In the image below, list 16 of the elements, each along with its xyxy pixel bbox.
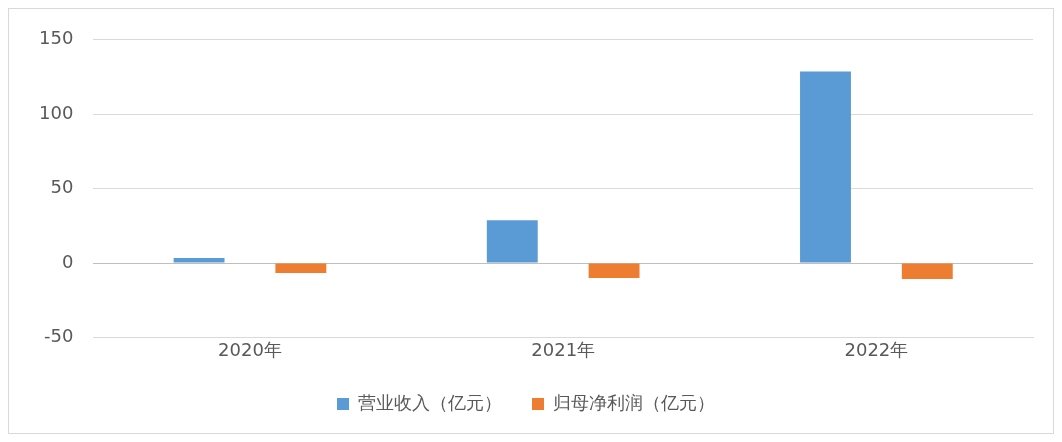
x-tick-label: 2022年	[844, 338, 909, 360]
y-tick-label: 150	[39, 27, 74, 49]
bar	[173, 258, 225, 263]
y-tick-label: 0	[61, 250, 74, 272]
legend-label: 归母净利润（亿元）	[553, 391, 715, 413]
x-tick-label: 2020年	[218, 338, 282, 360]
y-tick-label: 50	[50, 176, 74, 198]
bar	[588, 263, 640, 278]
bar	[800, 71, 851, 263]
legend-label: 营业收入（亿元）	[358, 391, 502, 413]
bar	[486, 220, 538, 263]
x-tick-label: 2021年	[531, 338, 596, 360]
y-tick-label: 100	[39, 101, 74, 123]
bar	[901, 263, 953, 279]
y-tick-label: -50	[43, 325, 74, 347]
bar	[275, 263, 327, 273]
